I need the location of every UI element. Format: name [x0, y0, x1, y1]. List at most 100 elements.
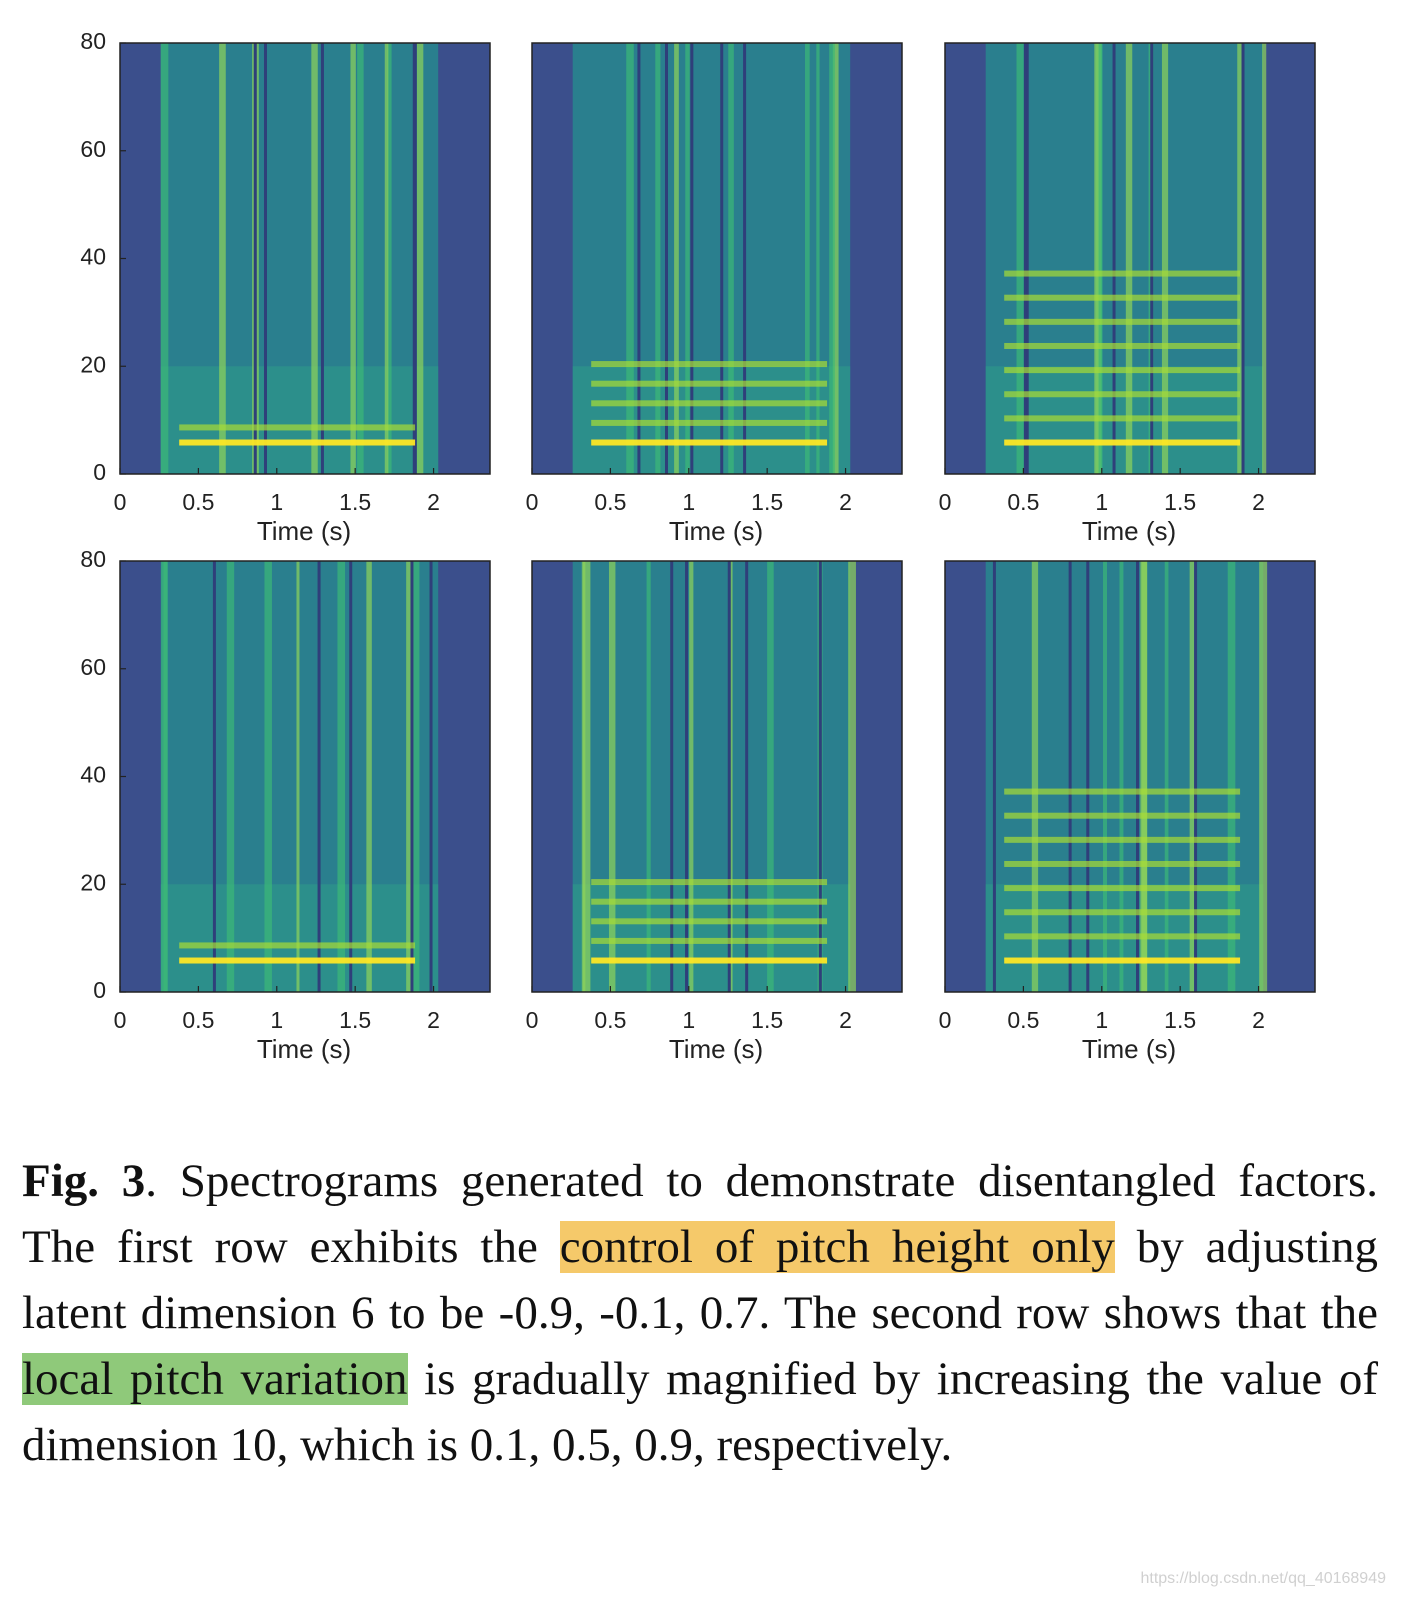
spectrogram-streak [1259, 561, 1268, 992]
harmonic-band [179, 942, 416, 949]
spectrogram-streak [387, 43, 392, 474]
x-tick-label: 0 [526, 489, 539, 515]
x-tick-label: 0.5 [182, 489, 214, 515]
spectrogram-streak [1227, 561, 1236, 992]
spectrogram-gap [317, 561, 321, 992]
spectrogram-streak [689, 561, 694, 992]
spectrogram-gap [320, 43, 324, 474]
y-tick-label: 0 [93, 977, 106, 1003]
spectrogram-gap [670, 561, 674, 992]
harmonic-band [179, 424, 416, 431]
x-tick-label: 1.5 [1164, 489, 1196, 515]
harmonic-band [1004, 439, 1241, 446]
x-tick-label: 1.5 [1164, 1007, 1196, 1033]
x-tick-label: 1 [270, 1007, 283, 1033]
caption: Fig. 3. Spectrograms generated to demons… [22, 1148, 1378, 1478]
x-tick-label: 2 [839, 1007, 852, 1033]
x-tick-label: 0 [526, 1007, 539, 1033]
caption-text: is gradually magnified by increasing the… [22, 1353, 1378, 1471]
spectrogram-gap [1086, 561, 1090, 992]
spectrogram-streak [767, 561, 774, 992]
spectrogram-gap [410, 561, 414, 992]
spectrogram-gap [637, 43, 641, 474]
spectrogram-streak [406, 561, 414, 992]
harmonic-band [591, 898, 828, 905]
spectrogram-gap [1025, 43, 1029, 474]
x-tick-label: 0 [114, 1007, 127, 1033]
spectrogram-gap [1241, 43, 1245, 474]
spectrogram-gap [720, 43, 724, 474]
harmonic-band [1004, 415, 1241, 422]
axes-box [531, 42, 903, 475]
spectrogram-gap [1023, 43, 1027, 474]
spectrogram-gap [429, 561, 433, 992]
x-tick-label: 1.5 [751, 489, 783, 515]
spectrogram-streak [729, 561, 733, 992]
x-axis-label: Time (s) [669, 516, 763, 546]
x-axis-label: Time (s) [1082, 1034, 1176, 1064]
harmonic-band [1004, 860, 1241, 867]
spectrogram-gap [1112, 43, 1116, 474]
spectrogram-gap [745, 561, 749, 992]
harmonic-band [179, 439, 416, 446]
spectrogram-streak [1031, 561, 1039, 992]
y-tick-label: 40 [80, 762, 106, 788]
harmonic-band [179, 957, 416, 964]
spectrogram-streak [264, 561, 272, 992]
spectrogram-streak [805, 43, 810, 474]
spectrogram-streak [646, 561, 651, 992]
spectrogram-gap [1194, 561, 1198, 992]
spectrogram-streak [1125, 43, 1133, 474]
spectrogram-streak [384, 43, 389, 474]
x-axis-label: Time (s) [257, 516, 351, 546]
x-axis-label: Time (s) [669, 1034, 763, 1064]
harmonic-band [591, 879, 828, 886]
x-tick-label: 0 [939, 489, 952, 515]
spectrogram-streak [848, 561, 856, 992]
spectrogram-streak [1119, 561, 1124, 992]
x-tick-label: 0.5 [1007, 489, 1039, 515]
y-tick-label: 60 [80, 136, 106, 162]
x-tick-label: 2 [839, 489, 852, 515]
spectrogram-streak [416, 43, 424, 474]
spectrogram-streak [655, 43, 661, 474]
harmonic-band [1004, 318, 1241, 325]
x-tick-label: 0.5 [182, 1007, 214, 1033]
x-tick-label: 2 [1252, 489, 1265, 515]
spectrogram-streak [1098, 43, 1103, 474]
spectrogram-streak [1094, 43, 1102, 474]
spectrogram-streak [350, 43, 356, 474]
spectrogram-streak [219, 43, 226, 474]
x-tick-label: 1 [682, 489, 695, 515]
spectrogram-streak [1164, 561, 1169, 992]
y-tick-label: 80 [80, 546, 106, 572]
spectrogram-streak [832, 43, 839, 474]
spectrogram-streak [296, 561, 300, 992]
harmonic-band [1004, 909, 1241, 916]
spectrogram-streak [674, 43, 679, 474]
spectrogram-gap [992, 561, 996, 992]
spectrogram-gap [685, 561, 689, 992]
spectrogram-gap [664, 43, 668, 474]
x-tick-label: 2 [427, 489, 440, 515]
spectrogram-gap [1136, 561, 1140, 992]
spectrogram-streak [412, 561, 420, 992]
spectrogram-streak [1189, 561, 1195, 992]
spectrogram-streak [626, 43, 634, 474]
x-tick-label: 1 [1095, 489, 1108, 515]
caption-highlight: control of pitch height only [559, 1221, 1115, 1273]
y-tick-label: 0 [93, 459, 106, 485]
spectrogram-streak [1262, 43, 1267, 474]
spectrogram-streak [608, 561, 616, 992]
y-tick-label: 80 [80, 28, 106, 54]
spectrogram-gap [727, 561, 731, 992]
caption-label: Fig. 3 [22, 1155, 146, 1207]
spectrogram-streak [816, 43, 820, 474]
spectrogram-streak [1237, 43, 1243, 474]
spectrogram-streak [311, 43, 318, 474]
spectrogram-streak [1141, 561, 1148, 992]
spectrogram-gap [212, 561, 216, 992]
x-tick-label: 0.5 [594, 489, 626, 515]
caption-text: . Spectrograms generated to demonstrate … [22, 1155, 1378, 1273]
spectrogram-gap [253, 43, 257, 474]
